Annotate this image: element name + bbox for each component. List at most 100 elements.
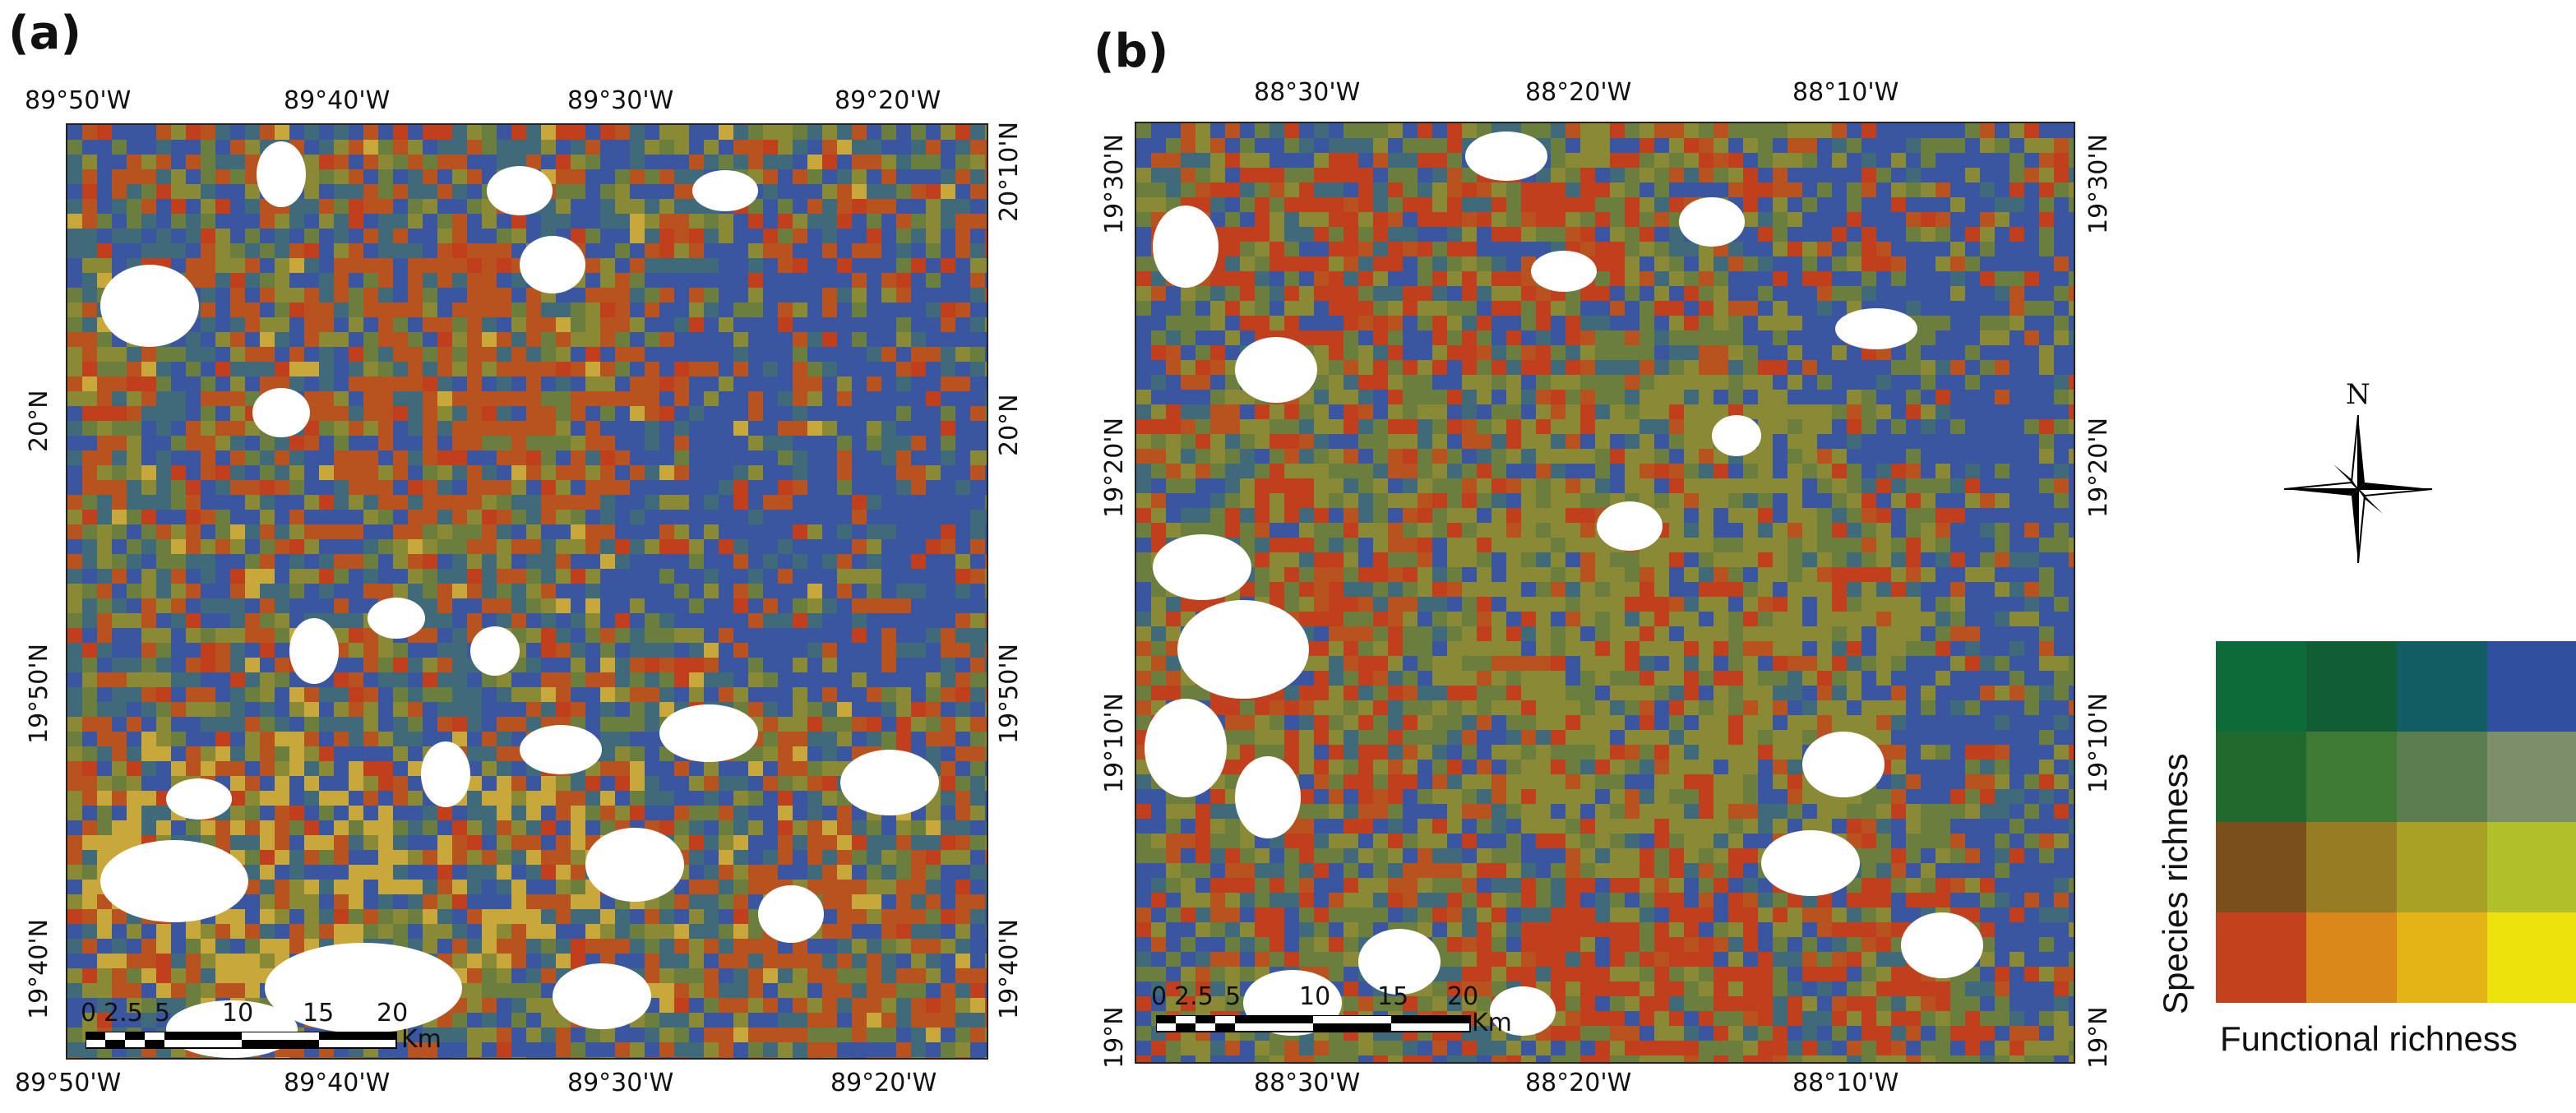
raster-cell [1314,330,1330,346]
raster-cell [659,1057,675,1058]
raster-cell [511,140,527,155]
cleared-area [289,618,339,684]
raster-cell [275,480,290,496]
raster-cell [393,894,409,910]
raster-cell [334,214,349,229]
raster-cell [467,820,483,836]
raster-cell [467,1013,483,1028]
raster-cell [245,954,261,969]
raster-cell [585,480,601,496]
raster-cell [482,421,497,436]
raster-cell [2054,138,2070,154]
raster-cell [778,436,793,451]
raster-cell [408,658,423,673]
raster-cell [127,717,142,732]
raster-cell [822,672,838,688]
raster-cell [674,1057,690,1058]
raster-cell [556,539,571,555]
raster-cell [719,436,734,451]
raster-cell [511,125,527,141]
raster-cell [363,155,379,170]
raster-cell [82,880,98,895]
raster-cell [334,791,349,806]
raster-cell [1639,301,1655,316]
raster-cell [363,436,379,451]
raster-cell [600,199,616,215]
raster-cell [67,495,83,510]
raster-cell [67,199,83,215]
raster-cell [867,835,882,851]
raster-cell [2069,153,2074,169]
raster-cell [275,598,290,614]
raster-cell [408,776,423,792]
raster-cell [955,214,971,229]
raster-cell [704,865,719,880]
raster-cell [793,658,808,673]
raster-cell [911,732,927,747]
raster-cell [482,820,497,836]
raster-cell [437,554,453,570]
raster-cell [970,791,986,806]
raster-cell [363,791,379,806]
raster-cell [615,954,631,969]
raster-cell [215,465,231,481]
raster-cell [881,702,897,718]
raster-cell [985,1042,987,1058]
raster-cell [793,450,808,466]
raster-cell [482,909,497,925]
raster-cell [171,229,187,244]
raster-cell [1802,316,1818,331]
raster-cell [1403,182,1418,198]
raster-cell [704,613,719,629]
raster-cell [201,391,216,407]
raster-cell [201,954,216,969]
raster-cell [2024,168,2040,183]
raster-cell [867,672,882,688]
raster-cell [852,480,867,496]
raster-cell [289,539,305,555]
raster-cell [630,702,645,718]
raster-cell [186,702,201,718]
raster-cell [881,214,897,229]
raster-cell [645,598,660,614]
raster-cell [141,687,157,703]
raster-cell [630,524,645,540]
raster-cell [1876,286,1892,302]
raster-cell [704,880,719,895]
raster-cell [1565,212,1581,228]
raster-cell [334,924,349,940]
raster-cell [289,229,305,244]
raster-cell [245,539,261,555]
raster-cell [378,169,394,185]
raster-cell [97,376,113,392]
raster-cell [171,391,187,407]
raster-cell [585,820,601,836]
raster-cell [689,1057,705,1058]
raster-cell [763,998,779,1014]
raster-cell [1728,138,1744,154]
raster-cell [186,613,201,629]
raster-cell [970,584,986,599]
raster-cell [2054,123,2070,139]
raster-cell [837,229,853,244]
raster-cell [67,347,83,363]
raster-cell [230,288,246,303]
raster-cell [423,643,438,658]
raster-cell [156,998,172,1014]
raster-cell [970,598,986,614]
raster-cell [674,835,690,851]
raster-cell [881,894,897,910]
raster-cell [275,687,290,703]
raster-cell [1240,197,1256,213]
raster-cell [260,214,275,229]
raster-cell [245,776,261,792]
raster-cell [423,613,438,629]
raster-cell [511,332,527,348]
raster-cell [112,376,127,392]
raster-cell [1166,182,1182,198]
raster-cell [955,184,971,200]
raster-cell [1595,212,1611,228]
raster-cell [541,835,557,851]
raster-cell [600,524,616,540]
raster-cell [275,317,290,333]
